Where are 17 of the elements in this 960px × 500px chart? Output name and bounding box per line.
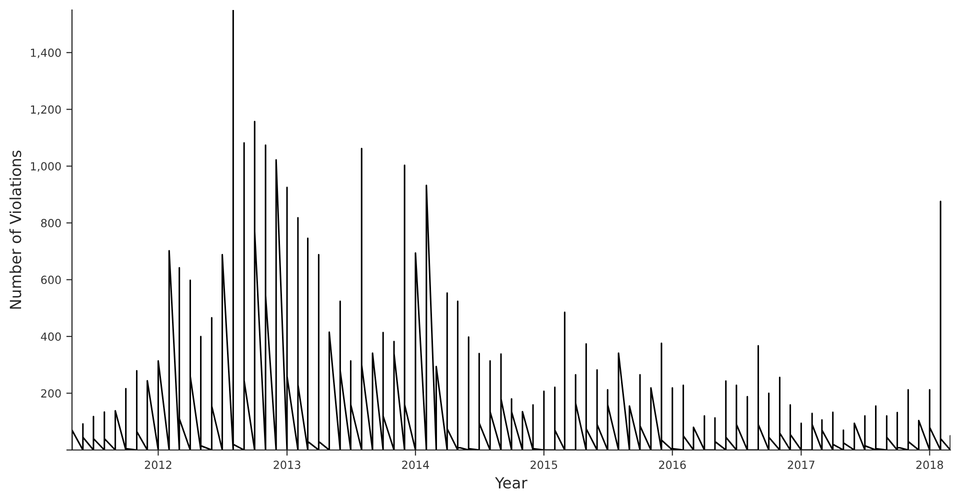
y-tick-label: 800 [41,218,61,228]
x-tick-label: 2015 [530,460,558,470]
x-tick-label: 2018 [916,460,944,470]
line-series [72,10,950,450]
x-tick-label: 2016 [659,460,686,470]
y-tick-label: 1,000 [30,162,61,172]
y-axis-title: Number of Violations [9,150,22,309]
x-tick-label: 2012 [144,460,172,470]
y-tick-label: 400 [40,332,61,341]
y-tick-label: 1,200 [30,105,61,115]
x-tick-label: 2017 [788,460,814,470]
y-tick-label: 600 [41,276,61,284]
x-axis-title: Year [494,477,528,489]
y-tick-label: 1,400 [30,48,61,58]
x-tick-label: 2013 [274,460,300,470]
y-tick-label: 200 [41,389,61,398]
x-tick-label: 2014 [402,460,429,470]
